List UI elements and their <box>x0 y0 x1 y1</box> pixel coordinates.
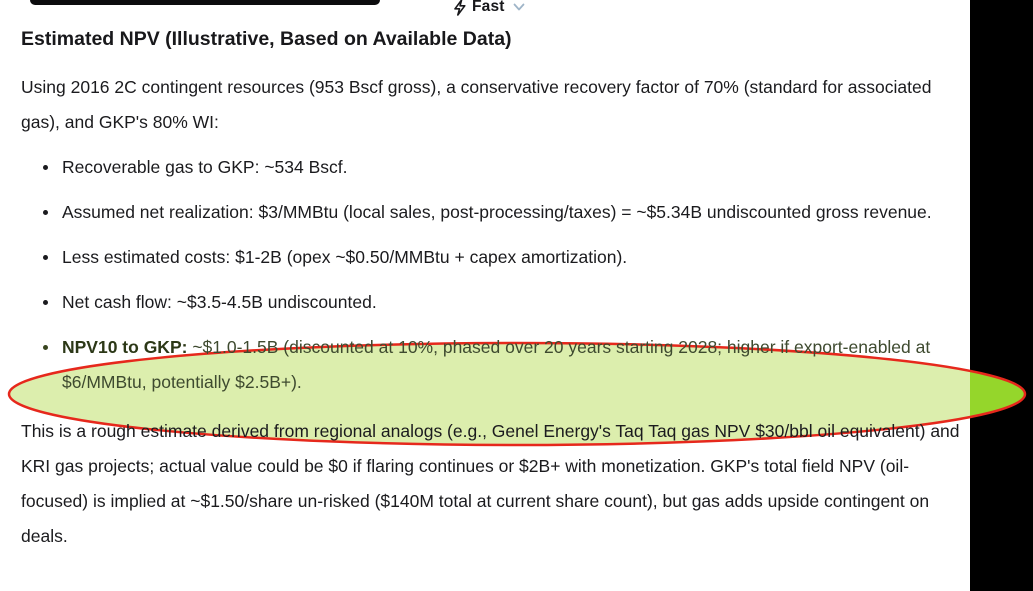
document-body: Estimated NPV (Illustrative, Based on Av… <box>21 28 962 546</box>
bullet-estimated-costs: Less estimated costs: $1-2B (opex ~$0.50… <box>21 240 962 275</box>
section-heading: Estimated NPV (Illustrative, Based on Av… <box>21 28 512 50</box>
bullet-list: Recoverable gas to GKP: ~534 Bscf. Assum… <box>21 150 962 400</box>
mode-selector[interactable]: Fast <box>452 0 526 18</box>
cutoff-top-toolbar-fragment <box>30 0 380 5</box>
bullet-net-cash-flow: Net cash flow: ~$3.5-4.5B undiscounted. <box>21 285 962 320</box>
bullet-net-realization: Assumed net realization: $3/MMBtu (local… <box>21 195 962 230</box>
bullet-npv10-highlighted: NPV10 to GKP: ~$1.0-1.5B (discounted at … <box>21 330 962 400</box>
bullet-npv10-text: ~$1.0-1.5B (discounted at 10%, phased ov… <box>62 337 931 392</box>
bullet-recoverable-gas: Recoverable gas to GKP: ~534 Bscf. <box>21 150 962 185</box>
mode-label: Fast <box>472 0 505 15</box>
bullet-npv10-label: NPV10 to GKP: <box>62 337 188 357</box>
intro-paragraph: Using 2016 2C contingent resources (953 … <box>21 77 932 132</box>
closing-paragraph: This is a rough estimate derived from re… <box>21 421 960 546</box>
chevron-down-icon <box>513 3 525 11</box>
right-side-panel <box>970 0 1033 591</box>
lightning-bolt-icon <box>454 0 466 16</box>
